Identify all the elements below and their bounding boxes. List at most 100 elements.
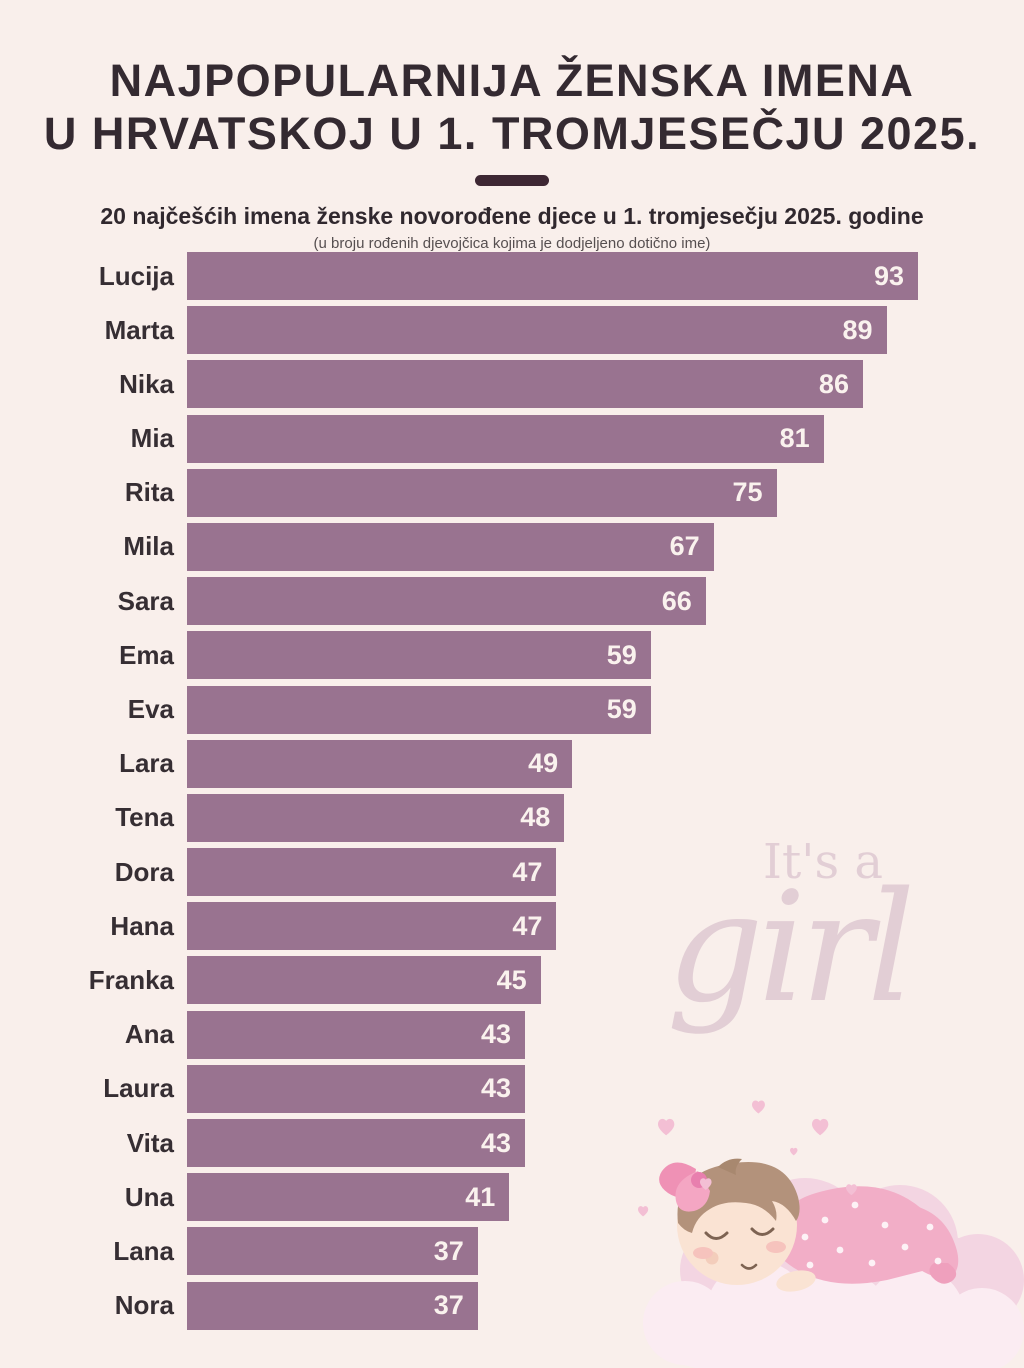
bar: 47 — [187, 902, 557, 951]
bar-track: 81 — [187, 414, 918, 463]
bar-track: 43 — [187, 1064, 918, 1113]
bar-row: Ana 43 — [0, 1010, 1024, 1059]
bar-row: Nika 86 — [0, 360, 1024, 409]
bar-track: 67 — [187, 522, 918, 571]
bar-row: Vita 43 — [0, 1119, 1024, 1167]
bar-label: Dora — [114, 856, 174, 887]
chart-unit-note: (u broju rođenih djevojčica kojima je do… — [313, 235, 711, 253]
bar-value: 59 — [606, 694, 637, 724]
bar-label: Eva — [127, 694, 174, 724]
bar: 59 — [187, 685, 651, 734]
bar-chart: Lucija 93 Marta 89 Nika 86 Mia 81 Rita 75 Mila 67 Sa… — [0, 252, 1024, 1336]
header: NAJPOPULARNIJA ŽENSKA IMENA U HRVATSKOJ … — [0, 54, 1024, 252]
bar-value: 67 — [669, 531, 700, 562]
bar-row: Rita 75 — [0, 468, 1024, 517]
bar-value: 93 — [873, 260, 904, 291]
page-title-line2: U HRVATSKOJ U 1. TROMJESEČJU 2025. — [43, 108, 981, 160]
bar-row: Eva 59 — [0, 685, 1024, 734]
bar-label: Mia — [130, 423, 174, 454]
bar-label: Hana — [110, 910, 174, 941]
bar-value: 89 — [842, 314, 873, 345]
bar-label: Nika — [119, 368, 174, 399]
bar-label: Ema — [119, 639, 174, 670]
bar-label: Lara — [119, 748, 174, 779]
bar: 48 — [187, 793, 565, 842]
bar-track: 66 — [187, 577, 918, 626]
bar: 43 — [187, 1010, 525, 1059]
bar-track: 75 — [187, 468, 918, 517]
bar-value: 37 — [433, 1290, 464, 1321]
bar: 81 — [187, 414, 824, 463]
bar: 59 — [187, 631, 651, 680]
bar-label: Mila — [123, 531, 174, 562]
bar: 43 — [187, 1064, 525, 1113]
bar-track: 59 — [187, 631, 918, 680]
bar: 41 — [187, 1173, 510, 1222]
bar-track: 93 — [187, 252, 918, 300]
bar-track: 47 — [187, 848, 918, 897]
bar: 49 — [187, 739, 573, 788]
bar-value: 43 — [480, 1019, 511, 1050]
page-title: NAJPOPULARNIJA ŽENSKA IMENA U HRVATSKOJ … — [0, 54, 1024, 160]
bar-label: Laura — [103, 1073, 174, 1104]
bar-row: Una 41 — [0, 1173, 1024, 1222]
bar: 43 — [187, 1119, 525, 1167]
bar: 66 — [187, 577, 706, 626]
bar: 37 — [187, 1227, 478, 1276]
bar-row: Ema 59 — [0, 631, 1024, 680]
bar: 89 — [187, 306, 887, 355]
chart-subtitle: 20 najčešćih imena ženske novorođene dje… — [100, 203, 924, 230]
bar-label: Franka — [88, 964, 174, 995]
bar: 93 — [187, 252, 918, 300]
bar-track: 43 — [187, 1010, 918, 1059]
bar-track: 48 — [187, 793, 918, 842]
bar-label: Lucija — [98, 260, 174, 291]
bar-row: Laura 43 — [0, 1064, 1024, 1113]
bar-row: Lucija 93 — [0, 252, 1024, 300]
bar-label: Marta — [104, 314, 174, 345]
bar-track: 47 — [187, 902, 918, 951]
bar-row: Dora 47 — [0, 848, 1024, 897]
bar: 86 — [187, 360, 863, 409]
bar-value: 86 — [818, 368, 849, 399]
bar-track: 45 — [187, 956, 918, 1005]
bar-track: 41 — [187, 1173, 918, 1222]
bar-track: 37 — [187, 1227, 918, 1276]
page-title-line1: NAJPOPULARNIJA ŽENSKA IMENA — [109, 55, 915, 106]
bar-value: 48 — [520, 802, 551, 833]
bar-value: 41 — [465, 1181, 496, 1212]
bar-row: Mila 67 — [0, 522, 1024, 571]
bar-row: Mia 81 — [0, 414, 1024, 463]
title-divider — [475, 175, 549, 187]
bar: 37 — [187, 1281, 478, 1330]
bar-row: Franka 45 — [0, 956, 1024, 1005]
bar-track: 86 — [187, 360, 918, 409]
bar: 75 — [187, 468, 777, 517]
bar-track: 43 — [187, 1119, 918, 1167]
bar-row: Marta 89 — [0, 306, 1024, 355]
bar-track: 37 — [187, 1281, 918, 1330]
bar-label: Vita — [126, 1127, 174, 1158]
bar-label: Lana — [113, 1235, 174, 1266]
bar-value: 43 — [480, 1127, 511, 1158]
bar-row: Hana 47 — [0, 902, 1024, 951]
bar-label: Una — [124, 1181, 174, 1212]
bar-row: Lara 49 — [0, 739, 1024, 788]
bar-value: 59 — [606, 639, 637, 670]
bar-label: Rita — [124, 477, 174, 508]
bar-track: 89 — [187, 306, 918, 355]
bar-label: Nora — [114, 1290, 174, 1321]
bar-value: 81 — [779, 423, 810, 454]
bar-row: Sara 66 — [0, 577, 1024, 626]
bar-label: Ana — [124, 1019, 174, 1050]
bar-value: 45 — [496, 964, 527, 995]
bar-value: 47 — [512, 910, 543, 941]
bar-track: 59 — [187, 685, 918, 734]
bar-value: 37 — [433, 1235, 464, 1266]
bar-value: 75 — [732, 477, 763, 508]
bar-track: 49 — [187, 739, 918, 788]
bar-value: 47 — [512, 856, 543, 887]
bar-row: Nora 37 — [0, 1281, 1024, 1330]
bar: 67 — [187, 522, 714, 571]
bar-label: Tena — [115, 802, 174, 833]
